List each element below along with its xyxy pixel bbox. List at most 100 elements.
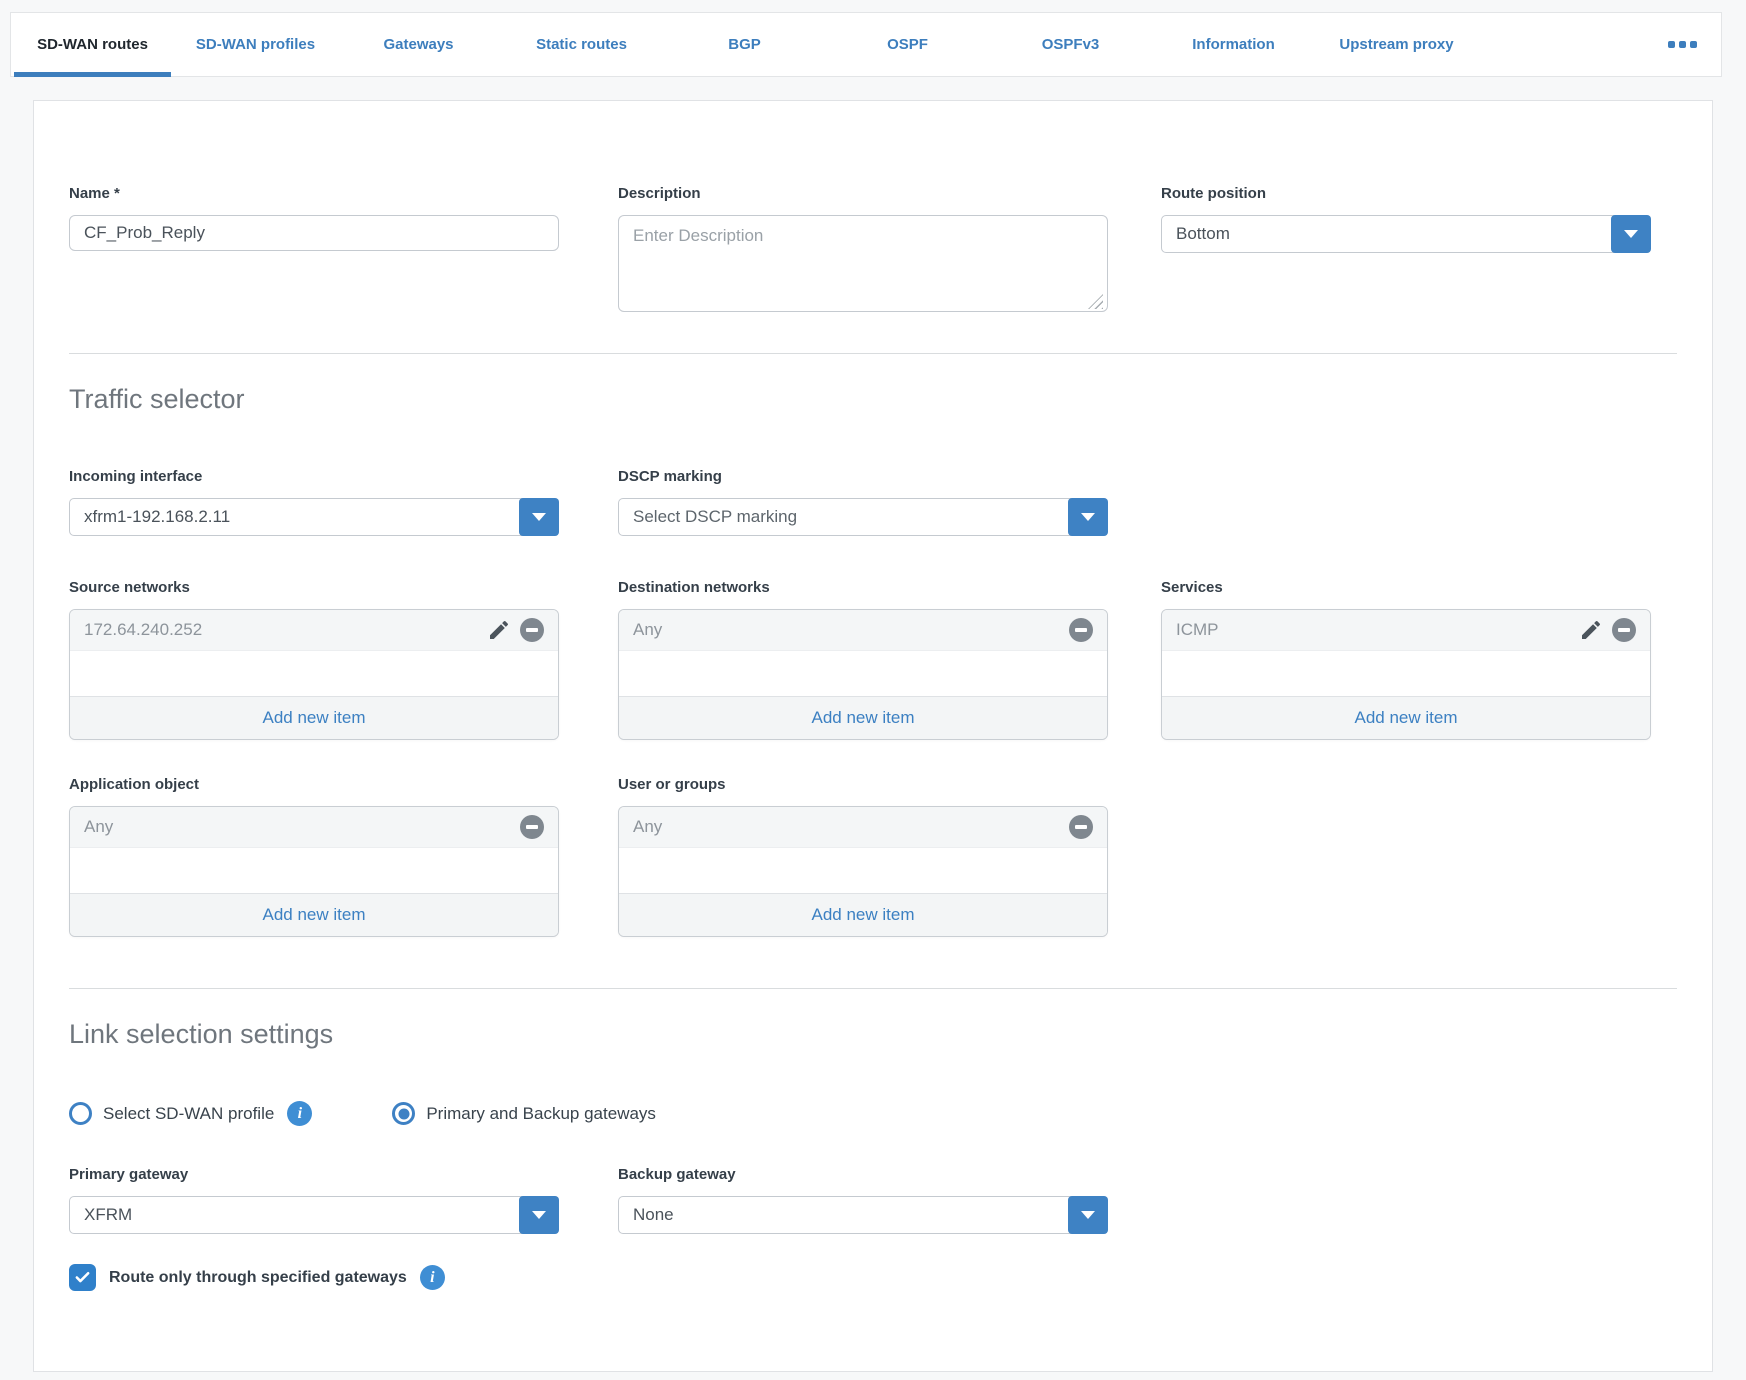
minus-circle-icon[interactable] <box>1069 618 1093 642</box>
tab-ospfv3[interactable]: OSPFv3 <box>1041 36 1100 53</box>
tab-upstream-proxy[interactable]: Upstream proxy <box>1339 36 1454 53</box>
ellipsis-icon <box>1689 41 1697 48</box>
listbox-empty-area <box>619 651 1107 696</box>
list-item-text: Any <box>633 620 663 639</box>
description-field-group: Description <box>618 185 1108 317</box>
incoming-interface-select[interactable]: xfrm1-192.168.2.11 <box>69 498 559 536</box>
destination-networks-listbox: Any Add new item <box>618 609 1108 740</box>
backup-gateway-group: Backup gateway None <box>618 1166 1108 1234</box>
tab-information[interactable]: Information <box>1192 36 1275 53</box>
listbox-empty-area <box>1162 651 1650 696</box>
pencil-icon[interactable] <box>1579 618 1603 642</box>
minus-circle-icon[interactable] <box>1069 815 1093 839</box>
ellipsis-icon <box>1678 41 1686 48</box>
user-or-groups-label: User or groups <box>618 776 726 793</box>
name-field-group: Name * <box>69 185 559 251</box>
application-object-listbox: Any Add new item <box>69 806 559 937</box>
ellipsis-icon <box>1667 41 1675 48</box>
list-item-text: Any <box>84 817 114 836</box>
chevron-down-icon[interactable] <box>519 1196 559 1234</box>
dscp-marking-value: Select DSCP marking <box>633 507 798 526</box>
link-selection-heading: Link selection settings <box>69 1019 334 1049</box>
services-label: Services <box>1161 579 1223 596</box>
chevron-down-icon[interactable] <box>1068 1196 1108 1234</box>
name-input[interactable] <box>69 215 559 251</box>
info-icon[interactable]: i <box>287 1101 313 1126</box>
list-item: ICMP <box>1162 610 1650 651</box>
backup-gateway-label: Backup gateway <box>618 1166 736 1183</box>
route-only-checkbox-row: Route only through specified gateways i <box>69 1264 445 1291</box>
source-networks-group: Source networks 172.64.240.252 Add new i… <box>69 579 559 740</box>
route-position-label: Route position <box>1161 185 1266 202</box>
primary-gateway-select[interactable]: XFRM <box>69 1196 559 1234</box>
chevron-down-icon[interactable] <box>1611 215 1651 253</box>
radio-label: Select SD-WAN profile <box>103 1103 275 1123</box>
tab-gateways[interactable]: Gateways <box>383 36 454 53</box>
listbox-empty-area <box>619 848 1107 893</box>
add-new-item-button[interactable]: Add new item <box>70 696 558 739</box>
tab-sdwan-profiles[interactable]: SD-WAN profiles <box>195 36 316 53</box>
application-object-label: Application object <box>69 776 200 793</box>
primary-gateway-value: XFRM <box>84 1205 133 1224</box>
tab-bar: SD-WAN routes SD-WAN profiles Gateways S… <box>10 12 1722 77</box>
minus-circle-icon[interactable] <box>520 618 544 642</box>
destination-networks-group: Destination networks Any Add new item <box>618 579 1108 740</box>
listbox-empty-area <box>70 651 558 696</box>
description-label: Description <box>618 185 701 202</box>
services-listbox: ICMP Add new item <box>1161 609 1651 740</box>
traffic-selector-heading: Traffic selector <box>69 384 245 414</box>
radio-button-icon[interactable] <box>392 1102 416 1125</box>
minus-circle-icon[interactable] <box>1612 618 1636 642</box>
chevron-down-icon[interactable] <box>1068 498 1108 536</box>
add-new-item-button[interactable]: Add new item <box>1162 696 1650 739</box>
user-or-groups-listbox: Any Add new item <box>618 806 1108 937</box>
info-icon[interactable]: i <box>419 1265 445 1290</box>
pencil-icon[interactable] <box>487 618 511 642</box>
sdwan-route-form: Name * Description Route position Bottom… <box>33 100 1713 1372</box>
chevron-down-icon[interactable] <box>519 498 559 536</box>
more-tabs-button[interactable] <box>1653 13 1711 76</box>
description-textarea[interactable] <box>618 215 1108 312</box>
list-item: Any <box>619 610 1107 651</box>
list-item: Any <box>70 807 558 848</box>
minus-circle-icon[interactable] <box>520 815 544 839</box>
route-position-select[interactable]: Bottom <box>1161 215 1651 253</box>
list-item-text: 172.64.240.252 <box>84 620 203 639</box>
list-item: Any <box>619 807 1107 848</box>
checkbox-checked-icon[interactable] <box>69 1264 96 1291</box>
radio-select-sdwan-profile[interactable]: Select SD-WAN profile i <box>69 1101 313 1126</box>
incoming-interface-label: Incoming interface <box>69 468 203 485</box>
services-group: Services ICMP Add new item <box>1161 579 1651 740</box>
radio-label: Primary and Backup gateways <box>426 1103 656 1123</box>
link-selection-radio-row: Select SD-WAN profile i Primary and Back… <box>69 1101 656 1126</box>
incoming-interface-group: Incoming interface xfrm1-192.168.2.11 <box>69 468 559 536</box>
tab-static-routes[interactable]: Static routes <box>536 36 627 53</box>
radio-primary-backup-gateways[interactable]: Primary and Backup gateways <box>392 1102 656 1125</box>
route-position-value: Bottom <box>1176 224 1230 243</box>
primary-gateway-group: Primary gateway XFRM <box>69 1166 559 1234</box>
dscp-marking-select[interactable]: Select DSCP marking <box>618 498 1108 536</box>
tab-sdwan-routes[interactable]: SD-WAN routes <box>11 13 174 77</box>
list-item-text: Any <box>633 817 663 836</box>
name-label: Name * <box>69 185 120 202</box>
destination-networks-label: Destination networks <box>618 579 770 596</box>
section-divider <box>69 353 1677 354</box>
add-new-item-button[interactable]: Add new item <box>619 696 1107 739</box>
source-networks-listbox: 172.64.240.252 Add new item <box>69 609 559 740</box>
source-networks-label: Source networks <box>69 579 190 596</box>
tab-ospf[interactable]: OSPF <box>887 36 928 53</box>
dscp-marking-label: DSCP marking <box>618 468 722 485</box>
list-item: 172.64.240.252 <box>70 610 558 651</box>
incoming-interface-value: xfrm1-192.168.2.11 <box>84 507 231 526</box>
list-item-text: ICMP <box>1176 620 1219 639</box>
user-or-groups-group: User or groups Any Add new item <box>618 776 1108 937</box>
radio-button-icon[interactable] <box>69 1102 92 1125</box>
backup-gateway-select[interactable]: None <box>618 1196 1108 1234</box>
primary-gateway-label: Primary gateway <box>69 1166 189 1183</box>
listbox-empty-area <box>70 848 558 893</box>
application-object-group: Application object Any Add new item <box>69 776 559 937</box>
add-new-item-button[interactable]: Add new item <box>70 893 558 936</box>
backup-gateway-value: None <box>633 1205 674 1224</box>
add-new-item-button[interactable]: Add new item <box>619 893 1107 936</box>
tab-bgp[interactable]: BGP <box>728 36 761 53</box>
